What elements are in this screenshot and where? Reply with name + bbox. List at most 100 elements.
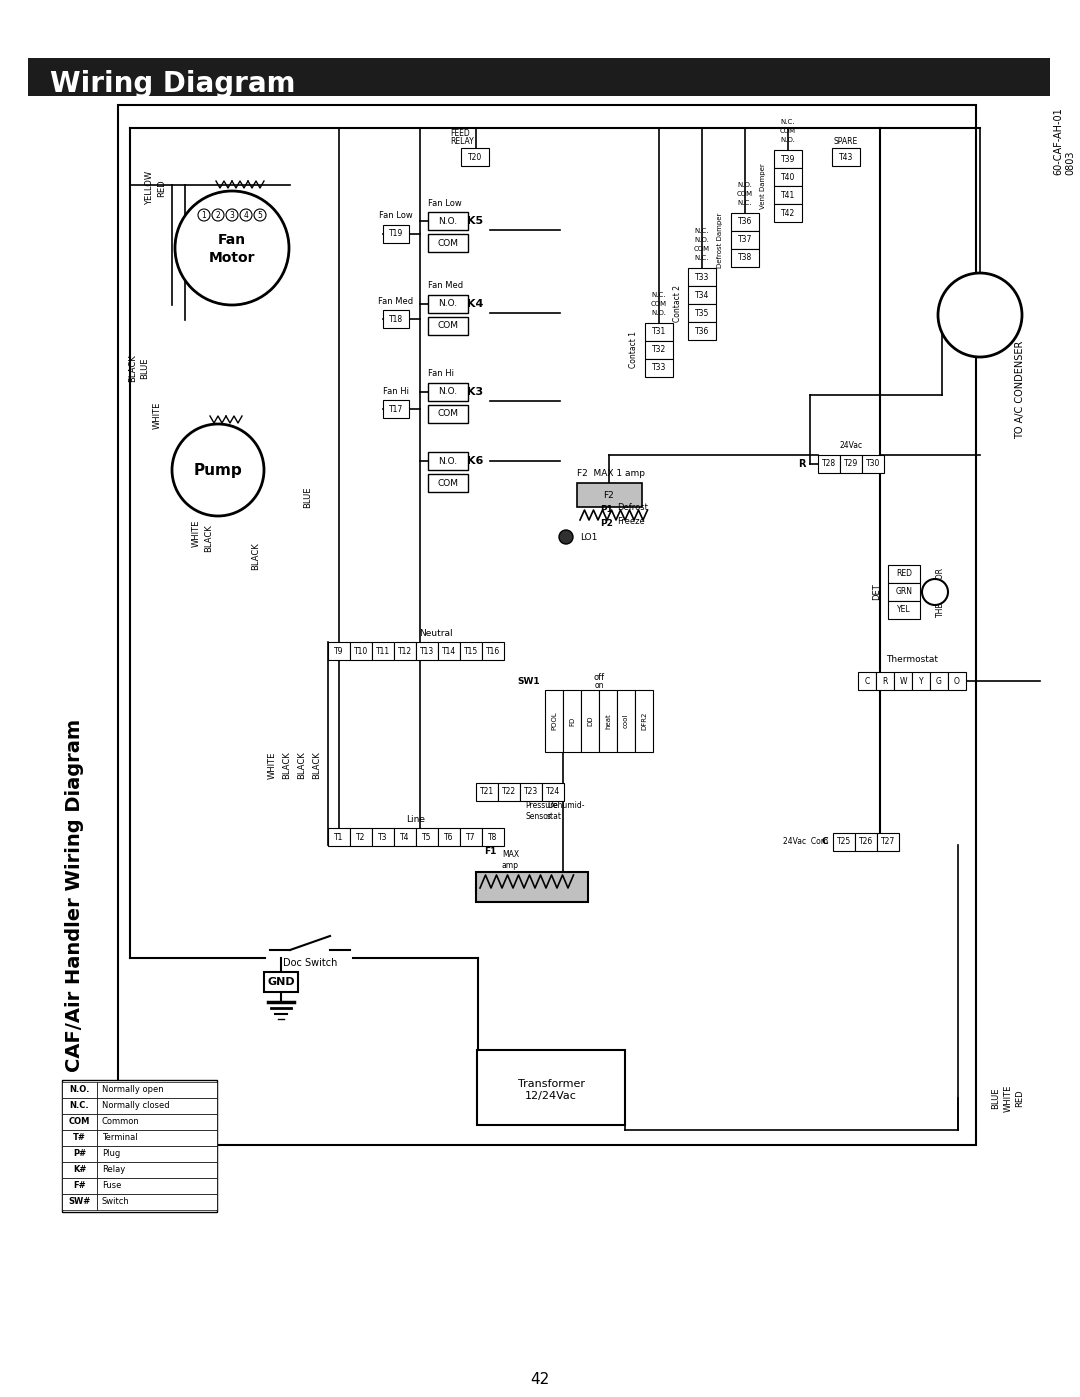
Text: N.O.: N.O. (438, 457, 458, 465)
Text: N.O.: N.O. (438, 387, 458, 397)
Bar (97, 1146, 217, 1162)
Text: Thermostat: Thermostat (886, 655, 939, 665)
Text: 4: 4 (244, 211, 248, 219)
Circle shape (559, 529, 573, 543)
Bar (617, 690, 635, 752)
Text: Fan Med: Fan Med (428, 282, 463, 291)
Text: T34: T34 (694, 291, 710, 299)
Text: T42: T42 (781, 208, 795, 218)
Text: T#: T# (73, 1133, 86, 1143)
Text: T9: T9 (334, 647, 343, 655)
Text: GND: GND (267, 977, 295, 988)
Text: YELLOW: YELLOW (146, 170, 154, 205)
Bar (688, 268, 716, 286)
Text: COM: COM (694, 246, 710, 251)
Bar (542, 782, 564, 800)
Bar (28, 59, 1050, 96)
Text: T26: T26 (859, 837, 873, 847)
Text: T15: T15 (464, 647, 478, 655)
Text: P2: P2 (600, 518, 612, 528)
Text: F#: F# (73, 1182, 85, 1190)
Circle shape (226, 210, 238, 221)
Bar (62, 1098, 97, 1113)
Text: CAF/Air Handler Wiring Diagram: CAF/Air Handler Wiring Diagram (66, 718, 84, 1071)
Text: BLACK: BLACK (283, 752, 292, 780)
Text: T32: T32 (652, 345, 666, 355)
Text: COM: COM (437, 321, 459, 331)
Bar (428, 235, 468, 251)
Text: T14: T14 (442, 647, 456, 655)
Text: Y: Y (919, 676, 923, 686)
Text: 3: 3 (230, 211, 234, 219)
Bar (888, 601, 920, 619)
Bar (372, 643, 394, 659)
Text: K#: K# (72, 1165, 86, 1175)
Text: N.C.: N.C. (738, 200, 753, 205)
Text: Normally open: Normally open (102, 1085, 164, 1094)
Bar (428, 383, 468, 401)
Text: Normally closed: Normally closed (102, 1101, 170, 1111)
Text: N.C.: N.C. (781, 119, 795, 124)
Text: T6: T6 (444, 833, 454, 841)
Bar (645, 323, 673, 341)
Text: T18: T18 (389, 314, 403, 324)
Bar (97, 1098, 217, 1113)
Text: T40: T40 (781, 172, 795, 182)
Bar (476, 782, 498, 800)
Bar (563, 690, 581, 752)
Bar (97, 1178, 217, 1194)
Text: N.C.: N.C. (651, 292, 666, 298)
Text: T35: T35 (694, 309, 710, 317)
Bar (774, 204, 802, 222)
Text: T28: T28 (822, 460, 836, 468)
Text: R: R (798, 460, 806, 469)
Text: T36: T36 (694, 327, 710, 335)
Bar (62, 1178, 97, 1194)
Text: T10: T10 (354, 647, 368, 655)
Text: Fan Hi: Fan Hi (428, 369, 454, 379)
Text: BLACK: BLACK (129, 353, 137, 381)
Text: T20: T20 (468, 152, 482, 162)
Circle shape (212, 210, 224, 221)
Text: THERMISTOR: THERMISTOR (935, 567, 945, 617)
Text: Fan Low: Fan Low (428, 198, 462, 208)
Text: RELAY: RELAY (450, 137, 474, 145)
Bar (731, 212, 759, 231)
Bar (428, 474, 468, 492)
Text: DD: DD (588, 715, 593, 726)
Bar (428, 317, 468, 335)
Circle shape (922, 578, 948, 605)
Text: T41: T41 (781, 190, 795, 200)
Bar (62, 1080, 217, 1213)
Bar (948, 672, 966, 690)
Text: BLACK: BLACK (252, 542, 260, 570)
Bar (383, 400, 409, 418)
Bar (645, 341, 673, 359)
Bar (328, 643, 350, 659)
Text: P#: P# (73, 1150, 86, 1158)
Text: G: G (936, 676, 942, 686)
Bar (482, 828, 504, 847)
Circle shape (254, 210, 266, 221)
Text: Fuse: Fuse (102, 1182, 121, 1190)
Bar (477, 1051, 625, 1125)
Text: T33: T33 (652, 363, 666, 373)
Text: F2: F2 (604, 490, 615, 500)
Text: Vent Damper: Vent Damper (760, 163, 766, 210)
Bar (97, 1130, 217, 1146)
Text: TO A/C CONDENSER: TO A/C CONDENSER (1015, 341, 1025, 439)
Text: BLACK: BLACK (297, 752, 307, 780)
Bar (581, 690, 599, 752)
Bar (731, 231, 759, 249)
Bar (876, 672, 894, 690)
Bar (894, 672, 912, 690)
Text: W: W (900, 676, 907, 686)
Text: SW#: SW# (68, 1197, 91, 1207)
Bar (832, 148, 860, 166)
Bar (877, 833, 899, 851)
Text: R: R (882, 676, 888, 686)
Bar (461, 148, 489, 166)
Bar (264, 972, 298, 992)
Bar (97, 1194, 217, 1210)
Text: RED: RED (1015, 1090, 1025, 1106)
